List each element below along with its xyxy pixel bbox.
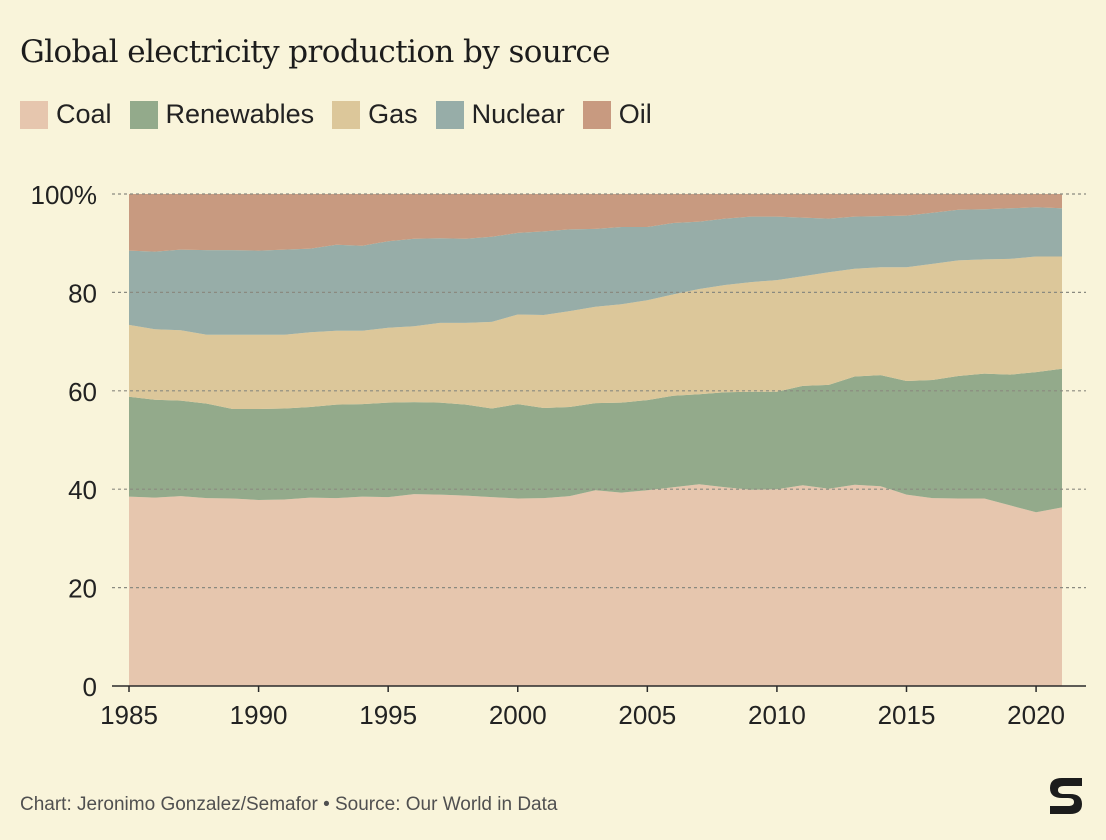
- x-tick-label: 2020: [1007, 700, 1065, 730]
- x-tick-label: 2000: [489, 700, 547, 730]
- legend: Coal Renewables Gas Nuclear Oil: [20, 99, 670, 130]
- y-tick-label: 100%: [31, 180, 98, 210]
- x-tick-label: 1990: [230, 700, 288, 730]
- y-tick-label: 40: [68, 475, 97, 505]
- legend-label-oil: Oil: [618, 99, 652, 129]
- area-oil: [129, 194, 1062, 252]
- chart-credit: Chart: Jeronimo Gonzalez/Semafor • Sourc…: [20, 794, 558, 815]
- y-tick-label: 20: [68, 574, 97, 604]
- legend-swatch-coal: [20, 100, 48, 129]
- y-tick-label: 0: [83, 672, 97, 702]
- legend-item-nuclear: Nuclear: [435, 99, 565, 130]
- semafor-logo-icon: [1050, 778, 1082, 814]
- area-nuclear: [129, 207, 1062, 335]
- x-tick-label: 2010: [748, 700, 806, 730]
- legend-label-gas: Gas: [368, 99, 418, 129]
- y-tick-label: 80: [68, 278, 97, 308]
- x-tick-label: 1995: [359, 700, 417, 730]
- legend-swatch-nuclear: [435, 100, 464, 129]
- x-tick-label: 2015: [878, 700, 936, 730]
- y-tick-label: 60: [68, 377, 97, 407]
- legend-swatch-renewables: [129, 100, 158, 129]
- area-coal: [129, 484, 1062, 686]
- x-tick-label: 2005: [618, 700, 676, 730]
- legend-swatch-gas: [332, 100, 361, 129]
- chart-title: Global electricity production by source: [20, 34, 611, 70]
- legend-item-renewables: Renewables: [129, 99, 315, 130]
- legend-item-oil: Oil: [582, 99, 652, 130]
- legend-label-nuclear: Nuclear: [471, 99, 565, 129]
- legend-swatch-oil: [582, 100, 611, 129]
- area-chart: 0 20 40 60 80 100% 1985 1990 1995 2000 2005 2010 201…: [31, 180, 1086, 730]
- x-tick-label: 1985: [100, 700, 158, 730]
- legend-label-coal: Coal: [56, 99, 112, 129]
- legend-item-gas: Gas: [332, 99, 418, 130]
- area-renewables: [129, 368, 1062, 513]
- legend-label-renewables: Renewables: [165, 99, 315, 129]
- area-gas: [129, 256, 1062, 409]
- legend-item-coal: Coal: [20, 99, 112, 130]
